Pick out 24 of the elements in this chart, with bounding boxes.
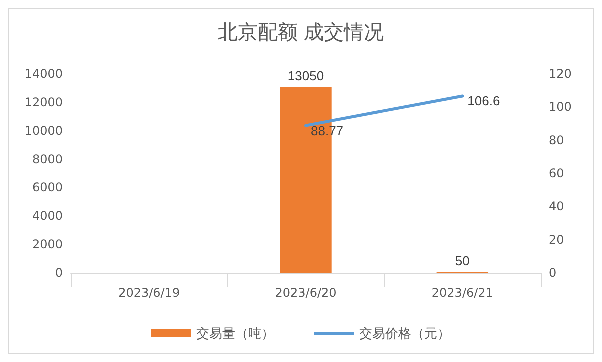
- y-tick-label: 6000: [32, 180, 63, 195]
- y2-tick-label: 80: [549, 133, 564, 148]
- x-tick-label: 2023/6/21: [432, 286, 494, 300]
- legend-label: 交易量（吨）: [196, 326, 274, 341]
- y-tick-label: 12000: [24, 95, 63, 110]
- y2-tick-label: 20: [549, 232, 564, 247]
- y-tick-label: 14000: [24, 67, 63, 81]
- y-tick-label: 10000: [24, 124, 63, 138]
- y2-tick-label: 60: [549, 166, 564, 180]
- chart-title: 北京配额 成交情况: [218, 20, 384, 44]
- y2-tick-label: 100: [549, 100, 572, 114]
- x-tick-label: 2023/6/20: [275, 286, 337, 300]
- data-label: 13050: [288, 68, 324, 84]
- y2-tick-label: 0: [549, 266, 557, 280]
- y-tick-label: 2000: [32, 238, 63, 252]
- data-label: 50: [455, 253, 470, 268]
- legend-label: 交易价格（元）: [360, 326, 450, 341]
- y2-tick-label: 40: [549, 200, 564, 214]
- y-tick-label: 0: [55, 266, 63, 280]
- y-tick-label: 8000: [32, 152, 63, 166]
- y2-tick-label: 120: [549, 67, 572, 81]
- x-tick-label: 2023/6/19: [118, 286, 180, 300]
- data-label: 106.6: [468, 94, 500, 109]
- y-tick-label: 4000: [32, 209, 63, 224]
